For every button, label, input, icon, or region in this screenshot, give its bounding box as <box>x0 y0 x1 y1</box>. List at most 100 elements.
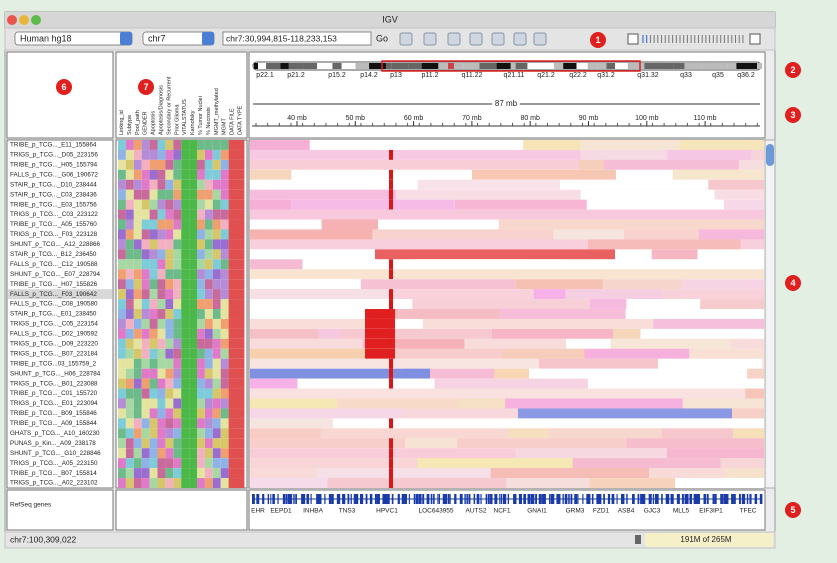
attribute-cell <box>118 219 126 230</box>
sample-name: TRIGS_p_TCG..._A02_223102 <box>10 480 98 487</box>
attribute-cell <box>173 408 182 419</box>
attribute-cell <box>133 368 142 379</box>
cytoband-label: q36.2 <box>737 72 755 79</box>
attribute-header: MGMT_methylated <box>214 88 220 135</box>
heatmap-cell <box>579 159 604 170</box>
heatmap-cell <box>700 299 764 310</box>
attribute-cell <box>149 239 158 250</box>
attribute-cell <box>165 348 174 359</box>
cytoband <box>736 63 752 69</box>
gene-track-label: RefSeq genes <box>10 502 52 509</box>
locus-box[interactable] <box>222 31 372 46</box>
toolbar-button[interactable] <box>399 32 413 46</box>
attribute-cell <box>118 418 126 429</box>
attribute-cell <box>189 169 197 180</box>
attribute-cell <box>228 199 237 210</box>
attribute-cell <box>220 328 229 339</box>
attribute-cell <box>149 458 158 469</box>
attribute-cell <box>165 219 174 230</box>
toolbar-button[interactable] <box>447 32 461 46</box>
attribute-cell <box>173 229 182 240</box>
attribute-cell <box>197 239 205 250</box>
cytoband <box>280 63 289 69</box>
attribute-cell <box>149 229 158 240</box>
attribute-cell <box>125 209 134 220</box>
zoom-out[interactable] <box>627 33 639 45</box>
toolbar-button[interactable] <box>423 32 437 46</box>
attribute-cell <box>189 189 197 200</box>
heatmap-cell <box>613 328 641 339</box>
cytoband <box>587 63 598 69</box>
attribute-cell <box>181 219 190 230</box>
attribute-cell <box>204 358 213 369</box>
attribute-cell <box>149 358 158 369</box>
attribute-cell <box>125 468 134 479</box>
attribute-cell <box>220 358 229 369</box>
attribute-cell <box>220 428 229 439</box>
window-button[interactable] <box>7 15 17 25</box>
go-button[interactable]: Go <box>376 33 388 43</box>
gene-feature <box>574 494 578 504</box>
attribute-cell <box>157 378 166 389</box>
gene-feature <box>587 494 591 504</box>
cytoband <box>576 63 588 69</box>
gene-feature <box>500 494 503 504</box>
toolbar-button[interactable] <box>513 32 527 46</box>
attribute-cell <box>157 269 166 280</box>
gene-feature <box>347 494 350 504</box>
attribute-cell <box>204 279 213 290</box>
gene-feature <box>586 494 589 504</box>
gene-feature <box>570 494 573 504</box>
toolbar-button[interactable] <box>469 32 483 46</box>
attribute-cell <box>157 299 166 310</box>
attribute-cell <box>220 478 229 488</box>
attribute-cell <box>212 448 221 459</box>
trash-icon[interactable] <box>635 535 641 544</box>
attribute-cell <box>173 378 182 389</box>
attribute-header: VITALSTATUS <box>182 99 188 135</box>
attribute-cell <box>204 468 213 479</box>
attribute-cell <box>157 189 166 200</box>
attribute-cell <box>165 478 174 488</box>
heatmap-cell <box>580 140 680 150</box>
attribute-cell <box>220 309 229 319</box>
heatmap-cell <box>250 289 391 300</box>
scroll-thumb[interactable] <box>766 144 774 166</box>
attribute-cell <box>204 269 213 280</box>
attribute-cell <box>118 448 126 459</box>
attribute-cell <box>141 378 150 389</box>
window-button[interactable] <box>31 15 41 25</box>
gene-label: AUTS2 <box>466 508 487 515</box>
heatmap-cell <box>317 468 491 479</box>
heatmap-cell <box>325 299 413 310</box>
attribute-cell <box>125 358 134 369</box>
gene-feature <box>354 494 359 504</box>
window-button[interactable] <box>19 15 29 25</box>
heatmap-cell <box>250 159 764 170</box>
callout-number: 3 <box>790 110 795 120</box>
gene-feature <box>342 494 346 504</box>
gene-feature <box>632 494 635 504</box>
attribute-cell <box>157 438 166 449</box>
callout-marker <box>138 79 154 95</box>
scrollbar[interactable] <box>764 139 776 489</box>
attribute-cell <box>118 209 126 220</box>
attribute-cell <box>133 348 142 359</box>
attribute-cell <box>149 219 158 230</box>
attribute-cell <box>125 368 134 379</box>
ruler-tick-label: 60 mb <box>404 115 424 122</box>
attribute-cell <box>165 269 174 280</box>
attribute-cell <box>204 408 213 419</box>
gene-feature <box>476 494 480 504</box>
attribute-header: MGMT <box>222 118 228 135</box>
sample-name: SHUNT_p_TCG..._A12_228866 <box>10 241 100 248</box>
toolbar-button[interactable] <box>533 32 547 46</box>
attribute-cell <box>204 338 213 349</box>
zoom-in[interactable] <box>749 33 761 45</box>
heatmap-cell <box>417 458 573 469</box>
attribute-cell <box>228 269 237 280</box>
attribute-cell <box>189 448 197 459</box>
toolbar-button[interactable] <box>491 32 505 46</box>
attribute-cell <box>157 199 166 210</box>
attribute-cell <box>197 179 205 190</box>
